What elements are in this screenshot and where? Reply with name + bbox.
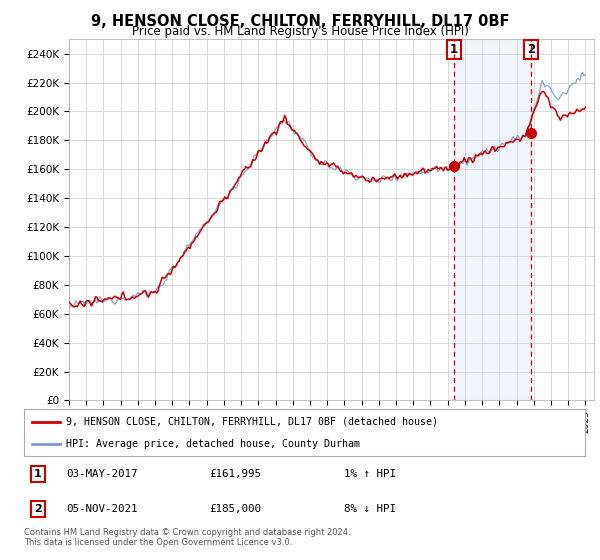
Text: £185,000: £185,000 xyxy=(209,504,261,514)
Text: 2: 2 xyxy=(34,504,42,514)
Text: 1: 1 xyxy=(449,43,458,56)
Text: 9, HENSON CLOSE, CHILTON, FERRYHILL, DL17 0BF: 9, HENSON CLOSE, CHILTON, FERRYHILL, DL1… xyxy=(91,14,509,29)
Bar xyxy=(454,39,531,400)
Text: 05-NOV-2021: 05-NOV-2021 xyxy=(66,504,137,514)
Text: HPI: Average price, detached house, County Durham: HPI: Average price, detached house, Coun… xyxy=(66,438,360,449)
Text: 8% ↓ HPI: 8% ↓ HPI xyxy=(344,504,396,514)
Text: £161,995: £161,995 xyxy=(209,469,261,479)
Text: 03-MAY-2017: 03-MAY-2017 xyxy=(66,469,137,479)
Text: Contains HM Land Registry data © Crown copyright and database right 2024.
This d: Contains HM Land Registry data © Crown c… xyxy=(24,528,350,547)
Text: 1% ↑ HPI: 1% ↑ HPI xyxy=(344,469,396,479)
Text: 9, HENSON CLOSE, CHILTON, FERRYHILL, DL17 0BF (detached house): 9, HENSON CLOSE, CHILTON, FERRYHILL, DL1… xyxy=(66,417,438,427)
Text: 1: 1 xyxy=(34,469,42,479)
Text: 2: 2 xyxy=(527,43,535,56)
Text: Price paid vs. HM Land Registry's House Price Index (HPI): Price paid vs. HM Land Registry's House … xyxy=(131,25,469,38)
